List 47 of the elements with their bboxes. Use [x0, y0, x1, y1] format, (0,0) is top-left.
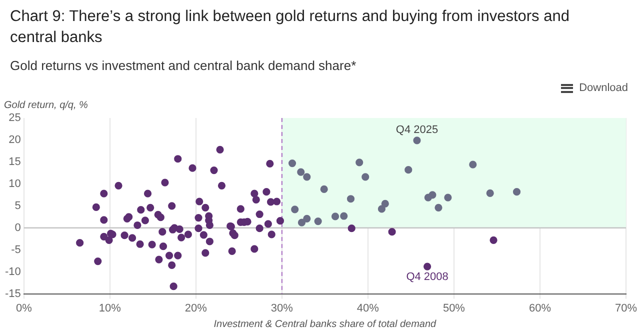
chart-title: Chart 9: There’s a strong link between gold returns and buying from investors and central banks — [10, 7, 570, 48]
point — [297, 168, 305, 176]
y-tick-label: -15 — [4, 288, 21, 300]
point — [469, 160, 477, 168]
y-axis-title: Gold return, q/q, % — [4, 100, 88, 111]
point — [331, 212, 340, 220]
annotation: Q4 2008 — [406, 271, 448, 284]
point — [346, 195, 355, 203]
y-tick-label: 25 — [8, 112, 21, 124]
x-axis-title: Investment & Central banks share of total demand — [214, 318, 437, 330]
point — [320, 185, 328, 193]
point — [291, 206, 299, 214]
point — [486, 189, 494, 197]
point — [434, 204, 442, 212]
y-tick-label: -5 — [11, 244, 21, 256]
y-tick-label: 15 — [8, 156, 21, 168]
chart-subtitle: Gold returns vs investment and central bank demand share* — [10, 58, 356, 73]
x-tick-label: 30% — [270, 302, 294, 314]
y-tick-label: 10 — [8, 178, 21, 190]
point — [303, 214, 311, 222]
y-tick-label: 5 — [14, 200, 21, 212]
x-tick-label: 60% — [528, 302, 552, 314]
point — [340, 212, 348, 220]
point — [413, 136, 421, 144]
y-tick-label: -10 — [4, 266, 21, 278]
point — [378, 205, 386, 213]
point — [381, 200, 389, 208]
x-tick-label: 70% — [614, 302, 638, 314]
point — [298, 218, 306, 226]
point — [512, 188, 521, 196]
text: Download — [579, 82, 628, 94]
point — [303, 173, 311, 181]
x-tick-label: 50% — [442, 302, 466, 314]
point — [314, 217, 322, 226]
x-tick-label: 10% — [98, 302, 122, 314]
y-tick-label: 0 — [14, 222, 21, 234]
x-tick-label: 0% — [16, 302, 32, 314]
point — [362, 173, 370, 181]
point — [356, 158, 364, 166]
point — [428, 191, 436, 199]
y-tick-label: 20 — [8, 134, 21, 146]
x-tick-label: 20% — [184, 302, 208, 314]
point — [404, 166, 412, 174]
point — [288, 159, 296, 168]
x-tick-label: 40% — [356, 302, 380, 314]
point — [444, 194, 452, 202]
annotation: Q4 2025 — [396, 124, 438, 136]
